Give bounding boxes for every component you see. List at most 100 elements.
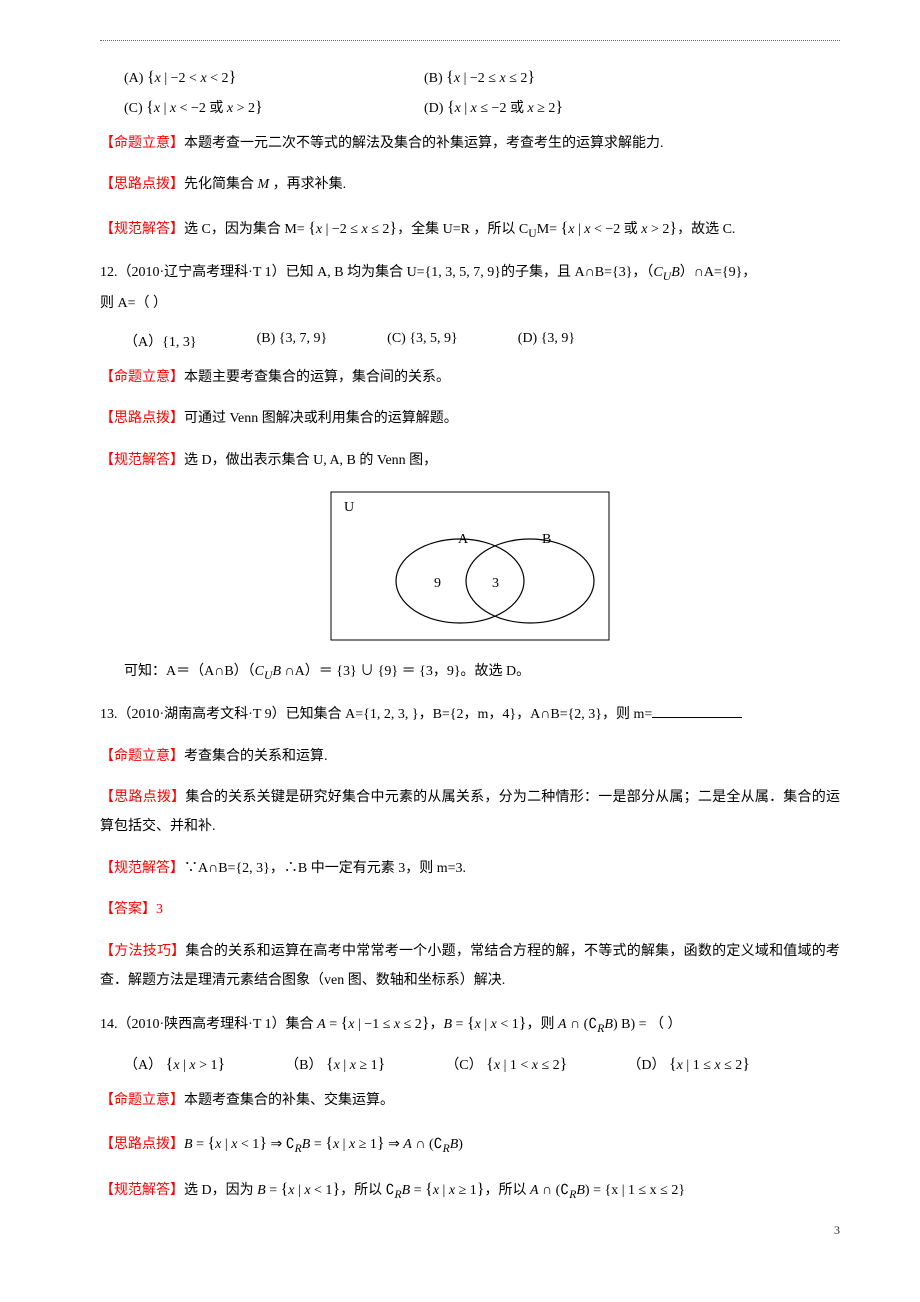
q13-hint: 【思路点拨】集合的关系关键是研究好集合中元素的从属关系，分为二种情形：一是部分从… <box>100 783 840 842</box>
hint-M: M <box>258 177 270 192</box>
hint-text-a: 先化简集合 <box>184 177 258 192</box>
sol-text-b: ，全集 U=R ，所以 C <box>397 222 528 237</box>
sol-label: 【规范解答】 <box>100 222 184 237</box>
q14-hint: 【思路点拨】B = {x | x < 1} ⇒ ∁RB = {x | x ≥ 1… <box>100 1127 840 1161</box>
optA-set: {x | −2 < x < 2} <box>147 71 236 86</box>
intent-label: 【命题立意】 <box>100 1093 184 1108</box>
sol-sub: U <box>528 227 536 240</box>
optB-label: (B) <box>424 71 443 86</box>
hint-label: 【思路点拨】 <box>100 177 184 192</box>
comp-icon: ∁ <box>434 1137 443 1152</box>
optB-set: {x | −2 ≤ x ≤ 2} <box>446 71 535 86</box>
arrow2: ⇒ <box>385 1137 404 1152</box>
q11-intent: 【命题立意】本题考查一元二次不等式的解法及集合的补集运算，考查考生的运算求解能力… <box>100 129 840 158</box>
hint-r2: R <box>443 1142 450 1155</box>
q14-comma: ， <box>429 1017 443 1032</box>
q11-hint: 【思路点拨】先化简集合 M ，再求补集. <box>100 170 840 199</box>
intent-label: 【命题立意】 <box>100 749 184 764</box>
q11-optA: (A) {x | −2 < x < 2} <box>124 69 424 87</box>
q12-optC: (C) {3, 5, 9} <box>387 331 458 351</box>
q14-optB: （B） {x | x ≥ 1} <box>285 1054 385 1074</box>
sol-text-c: ，所以 <box>484 1183 530 1198</box>
sol-text: ∵A∩B={2, 3}，∴B 中一定有元素 3，则 m=3. <box>184 861 466 876</box>
intent-text: 本题考查一元二次不等式的解法及集合的补集运算，考查考生的运算求解能力. <box>184 136 664 151</box>
tip-text: 集合的关系和运算在高考中常常考一个小题，常结合方程的解，不等式的解集，函数的定义… <box>100 944 840 988</box>
q12-hint: 【思路点拨】可通过 Venn 图解决或利用集合的运算解题。 <box>100 404 840 433</box>
venn-B: B <box>542 532 551 547</box>
sol-text-b: ，所以 <box>340 1183 386 1198</box>
q13-stem: 13.（2010·湖南高考文科·T 9）已知集合 A={1, 2, 3, }，B… <box>100 700 840 729</box>
intent-text: 本题考查集合的补集、交集运算。 <box>184 1093 394 1108</box>
comp-icon: ∁ <box>588 1017 597 1032</box>
comp-icon: ∁ <box>286 1137 295 1152</box>
comp-icon: ∁ <box>560 1183 569 1198</box>
sol-text-d: ，故选 C. <box>677 222 735 237</box>
venn-A: A <box>458 532 469 547</box>
intent-text: 本题主要考查集合的运算，集合间的关系。 <box>184 370 450 385</box>
q13-sol: 【规范解答】∵A∩B={2, 3}，∴B 中一定有元素 3，则 m=3. <box>100 854 840 883</box>
q11-options-row2: (C) {x | x < −2 或 x > 2} (D) {x | x ≤ −2… <box>100 97 840 117</box>
q14-optC: （C） {x | 1 < x ≤ 2} <box>445 1054 567 1074</box>
intent-label: 【命题立意】 <box>100 136 184 151</box>
concl-cu: C <box>255 664 264 679</box>
q14-optD: （D） {x | 1 ≤ x ≤ 2} <box>627 1054 750 1074</box>
sol-label: 【规范解答】 <box>100 1183 184 1198</box>
q12-stem: 12.（2010·辽宁高考理科·T 1）已知 A, B 均为集合 U={1, 3… <box>100 258 840 319</box>
q11-optC: (C) {x | x < −2 或 x > 2} <box>124 97 424 117</box>
optB-label: （B） <box>285 1058 322 1073</box>
sol-text: 选 D，做出表示集合 U, A, B 的 Venn 图， <box>184 453 437 468</box>
q14-stem-b: ，则 <box>526 1017 558 1032</box>
sol-text-d: = {x | 1 ≤ x ≤ 2} <box>590 1183 686 1198</box>
hint-label: 【思路点拨】 <box>100 411 184 426</box>
venn-nine: 9 <box>434 576 441 591</box>
q12-cu: C <box>653 265 662 280</box>
ans-text: 3 <box>156 902 163 917</box>
concl-a: 可知：A＝（A∩B）（ <box>124 664 255 679</box>
page-number: 3 <box>834 1223 840 1238</box>
q12-options: （A）{1, 3} (B) {3, 7, 9} (C) {3, 5, 9} (D… <box>100 331 840 351</box>
sol-text-a: 选 D，因为 <box>184 1183 257 1198</box>
intent-text: 考查集合的关系和运算. <box>184 749 328 764</box>
q12-stem-a: 12.（2010·辽宁高考理科·T 1）已知 A, B 均为集合 U={1, 3… <box>100 265 653 280</box>
optD-label: （D） <box>627 1058 665 1073</box>
q13-tip: 【方法技巧】集合的关系和运算在高考中常常考一个小题，常结合方程的解，不等式的解集… <box>100 937 840 996</box>
ans-label: 【答案】 <box>100 902 156 917</box>
q13-ans: 【答案】3 <box>100 895 840 924</box>
q12-concl: 可知：A＝（A∩B）（CUB ∩A）＝ {3} ∪ {9} ＝ {3，9}。故选… <box>100 657 840 688</box>
optA-label: （A） <box>124 1058 162 1073</box>
q12-b: B <box>671 265 680 280</box>
q12-u: U <box>663 270 671 283</box>
optD-label: (D) <box>424 101 443 116</box>
concl-b: B <box>272 664 281 679</box>
optC-set: {x | x < −2 或 x > 2} <box>146 101 263 116</box>
optC-label: (C) <box>124 101 143 116</box>
sol-label: 【规范解答】 <box>100 861 184 876</box>
intent-label: 【命题立意】 <box>100 370 184 385</box>
hint-label: 【思路点拨】 <box>100 1137 184 1152</box>
venn-U: U <box>344 500 354 515</box>
q14-stem: 14.（2010·陕西高考理科·T 1）集合 A = {x | −1 ≤ x ≤… <box>100 1007 840 1041</box>
q11-options-row1: (A) {x | −2 < x < 2} (B) {x | −2 ≤ x ≤ 2… <box>100 69 840 87</box>
optA-label: (A) <box>124 71 143 86</box>
q11-optD: (D) {x | x ≤ −2 或 x ≥ 2} <box>424 97 563 117</box>
q12-sol: 【规范解答】选 D，做出表示集合 U, A, B 的 Venn 图， <box>100 446 840 475</box>
q14-stem-a: 14.（2010·陕西高考理科·T 1）集合 <box>100 1017 317 1032</box>
top-rule <box>100 40 840 41</box>
sol-set1: {x | −2 ≤ x ≤ 2} <box>308 222 397 237</box>
q12-optB: (B) {3, 7, 9} <box>257 331 328 351</box>
optD-set: {x | x ≤ −2 或 x ≥ 2} <box>447 101 563 116</box>
sol-label: 【规范解答】 <box>100 453 184 468</box>
q14-intent: 【命题立意】本题考查集合的补集、交集运算。 <box>100 1086 840 1115</box>
comp-icon: ∁ <box>386 1183 395 1198</box>
optC-label: （C） <box>445 1058 482 1073</box>
hint-r: R <box>295 1142 302 1155</box>
q12-stem-c: ）∩A={9}， <box>680 265 757 280</box>
hint-label: 【思路点拨】 <box>100 790 185 805</box>
q14-sol: 【规范解答】选 D，因为 B = {x | x < 1}，所以 ∁RB = {x… <box>100 1173 840 1207</box>
q14-optA: （A） {x | x > 1} <box>124 1054 225 1074</box>
q12-intent: 【命题立意】本题主要考查集合的运算，集合间的关系。 <box>100 363 840 392</box>
concl-c: ∩A）＝ {3} ∪ {9} ＝ {3，9}。故选 D。 <box>281 664 530 679</box>
q12-optA: （A）{1, 3} <box>124 331 197 351</box>
q14-stem-d: B) = （ ） <box>621 1017 681 1032</box>
arrow1: ⇒ <box>267 1137 286 1152</box>
